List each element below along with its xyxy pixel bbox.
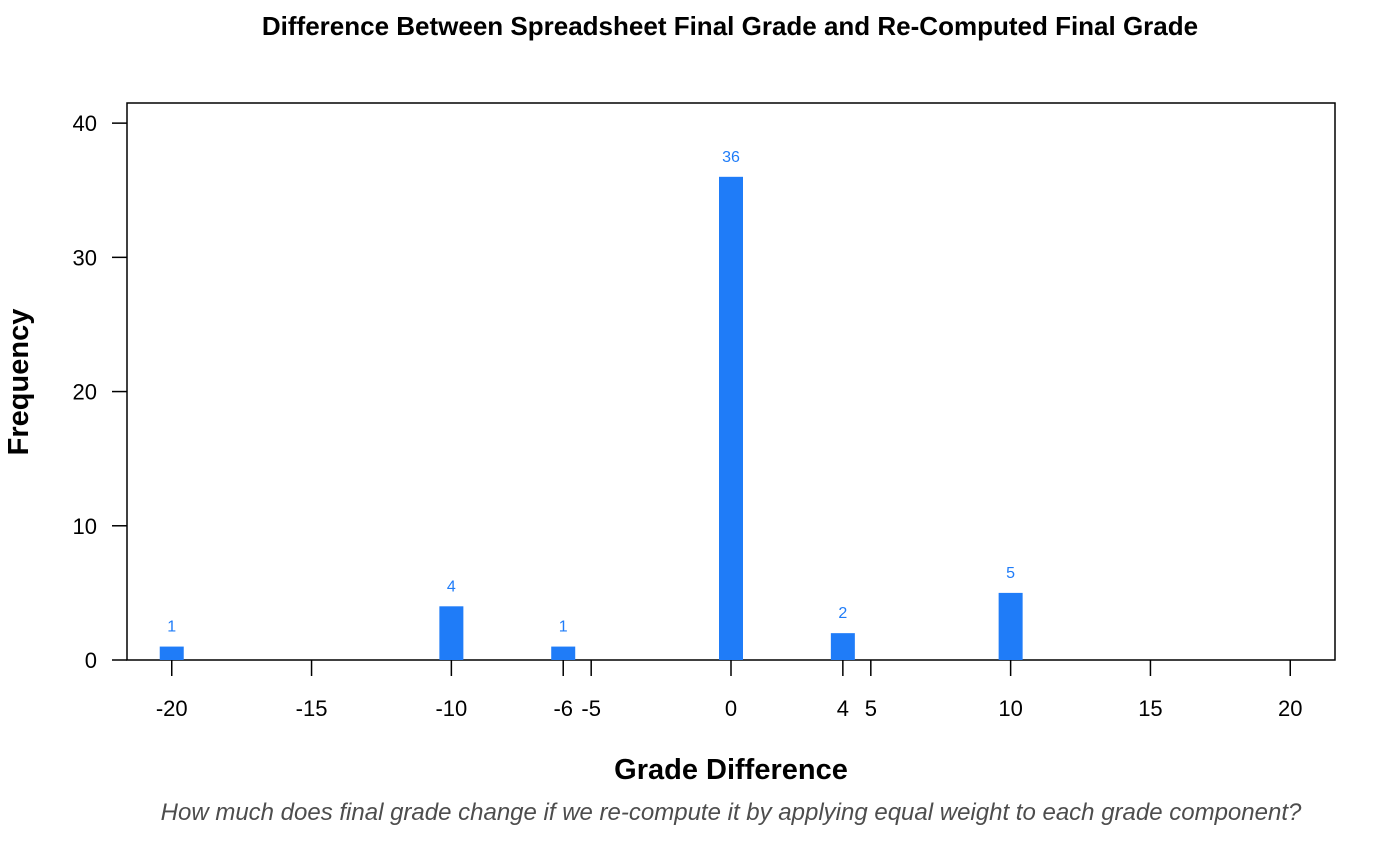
x-axis: -20 -15 -10 -6 -5 0 4 5 10 15 20 (156, 660, 1303, 721)
y-tick-label: 0 (85, 648, 97, 673)
bar-data-label: 5 (1006, 565, 1015, 582)
bar (719, 176, 743, 660)
bar-data-label: 2 (838, 605, 847, 622)
y-tick-label: 40 (73, 111, 97, 136)
bars (159, 176, 1023, 660)
bar (551, 646, 576, 660)
x-tick-label: -6 (553, 696, 573, 721)
x-tick-label: -5 (581, 696, 601, 721)
y-tick-label: 20 (73, 380, 97, 405)
chart-title: Difference Between Spreadsheet Final Gra… (262, 11, 1198, 41)
bar-data-label: 36 (722, 149, 740, 166)
bar (998, 592, 1023, 660)
x-tick-label: 10 (998, 696, 1022, 721)
x-tick-label: 5 (865, 696, 877, 721)
x-tick-label: 4 (837, 696, 849, 721)
y-axis-label: Frequency (3, 309, 35, 456)
x-tick-label: -20 (156, 696, 188, 721)
x-tick-label: -10 (435, 696, 467, 721)
bar-data-label: 1 (167, 619, 176, 636)
x-axis-label: Grade Difference (614, 754, 848, 786)
bar-data-label: 4 (447, 578, 456, 595)
bar (439, 606, 464, 660)
bar-data-label: 1 (559, 619, 568, 636)
y-axis: 0 10 20 30 40 (73, 111, 127, 673)
x-tick-label: 0 (725, 696, 737, 721)
x-tick-label: 15 (1138, 696, 1162, 721)
y-tick-label: 30 (73, 245, 97, 270)
x-tick-label: -15 (296, 696, 328, 721)
bar (830, 633, 855, 660)
y-tick-label: 10 (73, 514, 97, 539)
data-labels: 1 4 1 36 2 5 (167, 149, 1015, 636)
chart-caption: How much does final grade change if we r… (161, 799, 1302, 826)
x-tick-label: 20 (1278, 696, 1302, 721)
bar (159, 646, 184, 660)
